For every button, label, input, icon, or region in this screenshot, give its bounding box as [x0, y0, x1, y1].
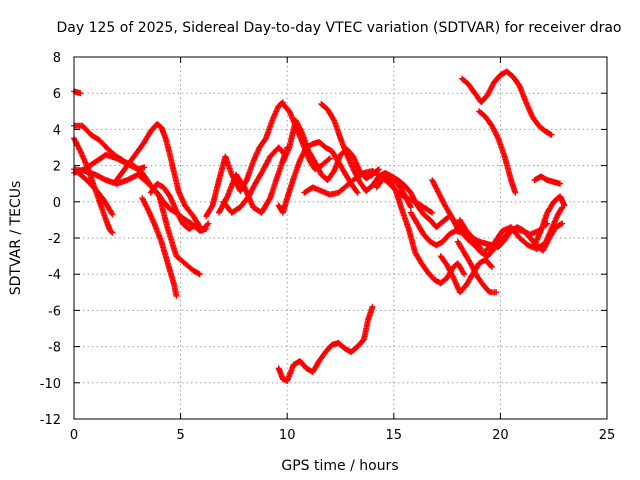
y-tick-label: 0: [53, 196, 61, 211]
series-s6: [75, 169, 116, 218]
series-s22: [437, 253, 495, 296]
series-points: [531, 173, 564, 187]
series-points: [459, 68, 555, 138]
y-tick-label: 2: [53, 160, 61, 175]
series-s19: [373, 175, 468, 287]
chart-title: Day 125 of 2025, Sidereal Day-to-day VTE…: [56, 20, 621, 36]
series-points: [71, 88, 84, 97]
data-series: [71, 68, 568, 384]
series-points: [373, 175, 468, 287]
y-tick-label: -6: [48, 304, 61, 319]
y-axis-label: SDTVAR / TECUs: [8, 181, 24, 296]
series-s23: [454, 238, 500, 296]
series-points: [531, 193, 568, 249]
series-points: [75, 169, 116, 218]
series-s8: [139, 195, 180, 299]
x-tick-label: 25: [599, 428, 616, 443]
series-s14: [279, 101, 333, 173]
series-points: [139, 195, 180, 299]
x-tick-labels: 0 5 10 15 20 25: [70, 428, 615, 443]
plot-frame: [73, 56, 608, 420]
series-points: [147, 180, 201, 232]
series-s26: [482, 204, 566, 254]
series-s24: [429, 177, 461, 232]
x-tick-label: 15: [386, 428, 403, 443]
y-tick-label: 8: [53, 51, 61, 66]
series-s18: [275, 303, 376, 384]
y-tick-label: 6: [53, 87, 61, 102]
series-points: [220, 144, 289, 216]
x-tick-label: 10: [279, 428, 296, 443]
y-tick-labels: -12 -10 -8 -6 -4 -2 0 2 4 6 8: [40, 51, 61, 428]
x-axis-label: GPS time / hours: [281, 458, 398, 474]
series-s30: [476, 108, 519, 196]
series-s9: [147, 180, 201, 232]
series-s1: [71, 88, 84, 97]
y-tick-label: -10: [40, 377, 61, 392]
y-tick-label: -2: [48, 232, 61, 247]
y-tick-label: -8: [48, 341, 61, 356]
series-points: [275, 303, 376, 384]
series-points: [429, 177, 461, 232]
x-tick-label: 20: [492, 428, 509, 443]
series-points: [454, 238, 500, 296]
series-points: [476, 108, 519, 196]
x-tick-label: 0: [70, 428, 78, 443]
series-s12: [220, 144, 289, 216]
series-s29: [459, 68, 555, 138]
series-points: [482, 204, 566, 254]
series-points: [279, 101, 333, 173]
y-tick-label: 4: [53, 123, 61, 138]
series-points: [437, 253, 495, 296]
series-s27: [531, 193, 568, 249]
x-tick-label: 5: [176, 428, 184, 443]
series-points: [215, 144, 291, 216]
y-tick-label: -4: [48, 268, 61, 283]
y-tick-label: -12: [40, 413, 61, 428]
series-s28: [531, 173, 564, 187]
series-s11: [215, 144, 291, 216]
